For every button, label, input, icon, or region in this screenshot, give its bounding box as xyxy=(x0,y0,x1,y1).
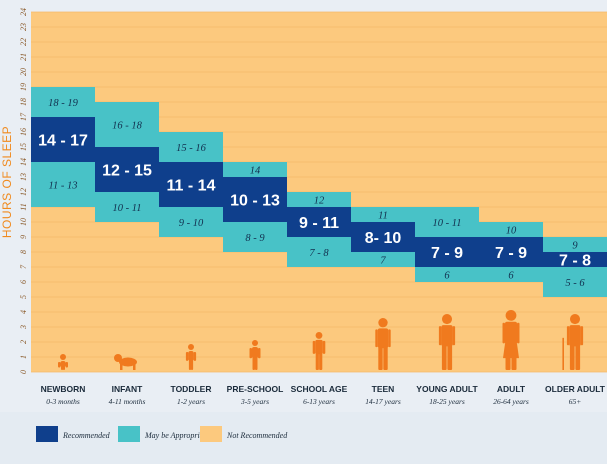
y-tick-label: 17 xyxy=(19,112,28,121)
category-label: TEEN xyxy=(372,384,395,394)
legend-swatch-appropriate xyxy=(118,426,140,442)
y-tick-label: 13 xyxy=(19,173,28,181)
recommended-band xyxy=(287,207,351,237)
recommended-label: 7 - 9 xyxy=(431,245,463,262)
y-tick-label: 2 xyxy=(19,340,28,344)
upper-range-label: 15 - 16 xyxy=(176,143,206,154)
recommended-label: 12 - 15 xyxy=(102,163,152,180)
y-tick-label: 0 xyxy=(19,370,28,374)
recommended-label: 9 - 11 xyxy=(299,215,339,232)
adult-icon xyxy=(502,310,520,370)
lower-range-label: 6 xyxy=(508,271,514,282)
recommended-label: 14 - 17 xyxy=(38,133,88,150)
lower-range-label: 8 - 9 xyxy=(245,233,265,244)
category-label: PRE-SCHOOL xyxy=(227,384,284,394)
y-tick-label: 18 xyxy=(19,98,28,106)
y-tick-label: 3 xyxy=(19,325,28,330)
young-adult-icon xyxy=(438,314,456,370)
recommended-band xyxy=(159,162,223,207)
y-tick-label: 16 xyxy=(19,128,28,136)
y-tick-label: 6 xyxy=(19,280,28,284)
child-icon xyxy=(312,332,326,370)
toddler-icon xyxy=(185,344,197,370)
recommended-band xyxy=(351,222,415,252)
y-tick-label: 8 xyxy=(19,250,28,254)
upper-range-label: 14 xyxy=(250,166,261,177)
teen-icon xyxy=(375,318,391,370)
recommended-band xyxy=(415,237,479,267)
category-age-label: 65+ xyxy=(569,397,582,406)
lower-range-label: 11 - 13 xyxy=(49,181,78,192)
y-tick-label: 19 xyxy=(19,83,28,91)
category-label: SCHOOL AGE xyxy=(291,384,348,394)
y-tick-label: 10 xyxy=(19,218,28,226)
recommended-label: 7 - 8 xyxy=(559,253,591,270)
recommended-band xyxy=(31,117,95,162)
category-label: NEWBORN xyxy=(41,384,86,394)
recommended-band xyxy=(95,147,159,192)
recommended-band xyxy=(223,177,287,222)
legend-label-appropriate: May be Appropriate xyxy=(144,431,210,440)
legend-swatch-not xyxy=(200,426,222,442)
y-tick-label: 11 xyxy=(19,203,28,210)
recommended-label: 10 - 13 xyxy=(230,193,280,210)
lower-range-label: 6 xyxy=(444,271,450,282)
lower-range-label: 9 - 10 xyxy=(179,218,204,229)
category-label: ADULT xyxy=(497,384,526,394)
lower-range-label: 7 xyxy=(380,256,386,267)
y-tick-label: 9 xyxy=(19,235,28,239)
category-age-label: 4-11 months xyxy=(109,397,146,406)
legend-strip xyxy=(0,412,607,464)
upper-range-label: 10 - 11 xyxy=(433,218,462,229)
y-tick-label: 20 xyxy=(19,68,28,76)
recommended-label: 7 - 9 xyxy=(495,245,527,262)
category-label: INFANT xyxy=(112,384,144,394)
category-age-label: 6-13 years xyxy=(303,397,335,406)
recommended-label: 11 - 14 xyxy=(167,178,216,195)
y-axis-label: HOURS OF SLEEP xyxy=(0,126,14,238)
y-tick-label: 7 xyxy=(19,264,28,269)
preschooler-icon xyxy=(249,340,261,370)
upper-range-label: 18 - 19 xyxy=(48,98,78,109)
legend-label-not: Not Recommended xyxy=(226,431,288,440)
upper-range-label: 12 xyxy=(314,196,325,207)
category-age-label: 14-17 years xyxy=(365,397,401,406)
crawling-infant-icon xyxy=(114,354,137,370)
upper-range-label: 16 - 18 xyxy=(112,121,142,132)
y-tick-label: 1 xyxy=(19,355,28,359)
legend-swatch-recommended xyxy=(36,426,58,442)
category-age-label: 0-3 months xyxy=(46,397,80,406)
category-age-label: 26-64 years xyxy=(493,397,529,406)
category-label: TODDLER xyxy=(171,384,212,394)
recommended-band xyxy=(543,252,607,267)
lower-range-label: 5 - 6 xyxy=(565,278,585,289)
y-tick-label: 12 xyxy=(19,188,28,196)
category-age-label: 1-2 years xyxy=(177,397,205,406)
y-tick-label: 5 xyxy=(19,295,28,299)
lower-range-label: 7 - 8 xyxy=(309,248,329,259)
y-tick-label: 14 xyxy=(19,158,28,166)
upper-range-label: 10 xyxy=(506,226,517,237)
category-age-label: 3-5 years xyxy=(240,397,269,406)
recommended-label: 8- 10 xyxy=(365,230,402,247)
baby-icon xyxy=(58,354,68,370)
y-tick-label: 24 xyxy=(19,8,28,16)
recommended-band xyxy=(479,237,543,267)
lower-range-label: 10 - 11 xyxy=(113,203,142,214)
older-adult-icon xyxy=(562,314,584,370)
y-tick-label: 15 xyxy=(19,143,28,151)
y-tick-label: 23 xyxy=(19,23,28,31)
category-label: OLDER ADULT xyxy=(545,384,606,394)
upper-range-label: 11 xyxy=(378,211,388,222)
legend-label-recommended: Recommended xyxy=(62,431,111,440)
y-tick-label: 4 xyxy=(19,310,28,314)
y-tick-label: 21 xyxy=(19,53,28,61)
category-label: YOUNG ADULT xyxy=(416,384,478,394)
y-tick-label: 22 xyxy=(19,38,28,46)
upper-range-label: 9 xyxy=(572,241,578,252)
category-age-label: 18-25 years xyxy=(429,397,465,406)
